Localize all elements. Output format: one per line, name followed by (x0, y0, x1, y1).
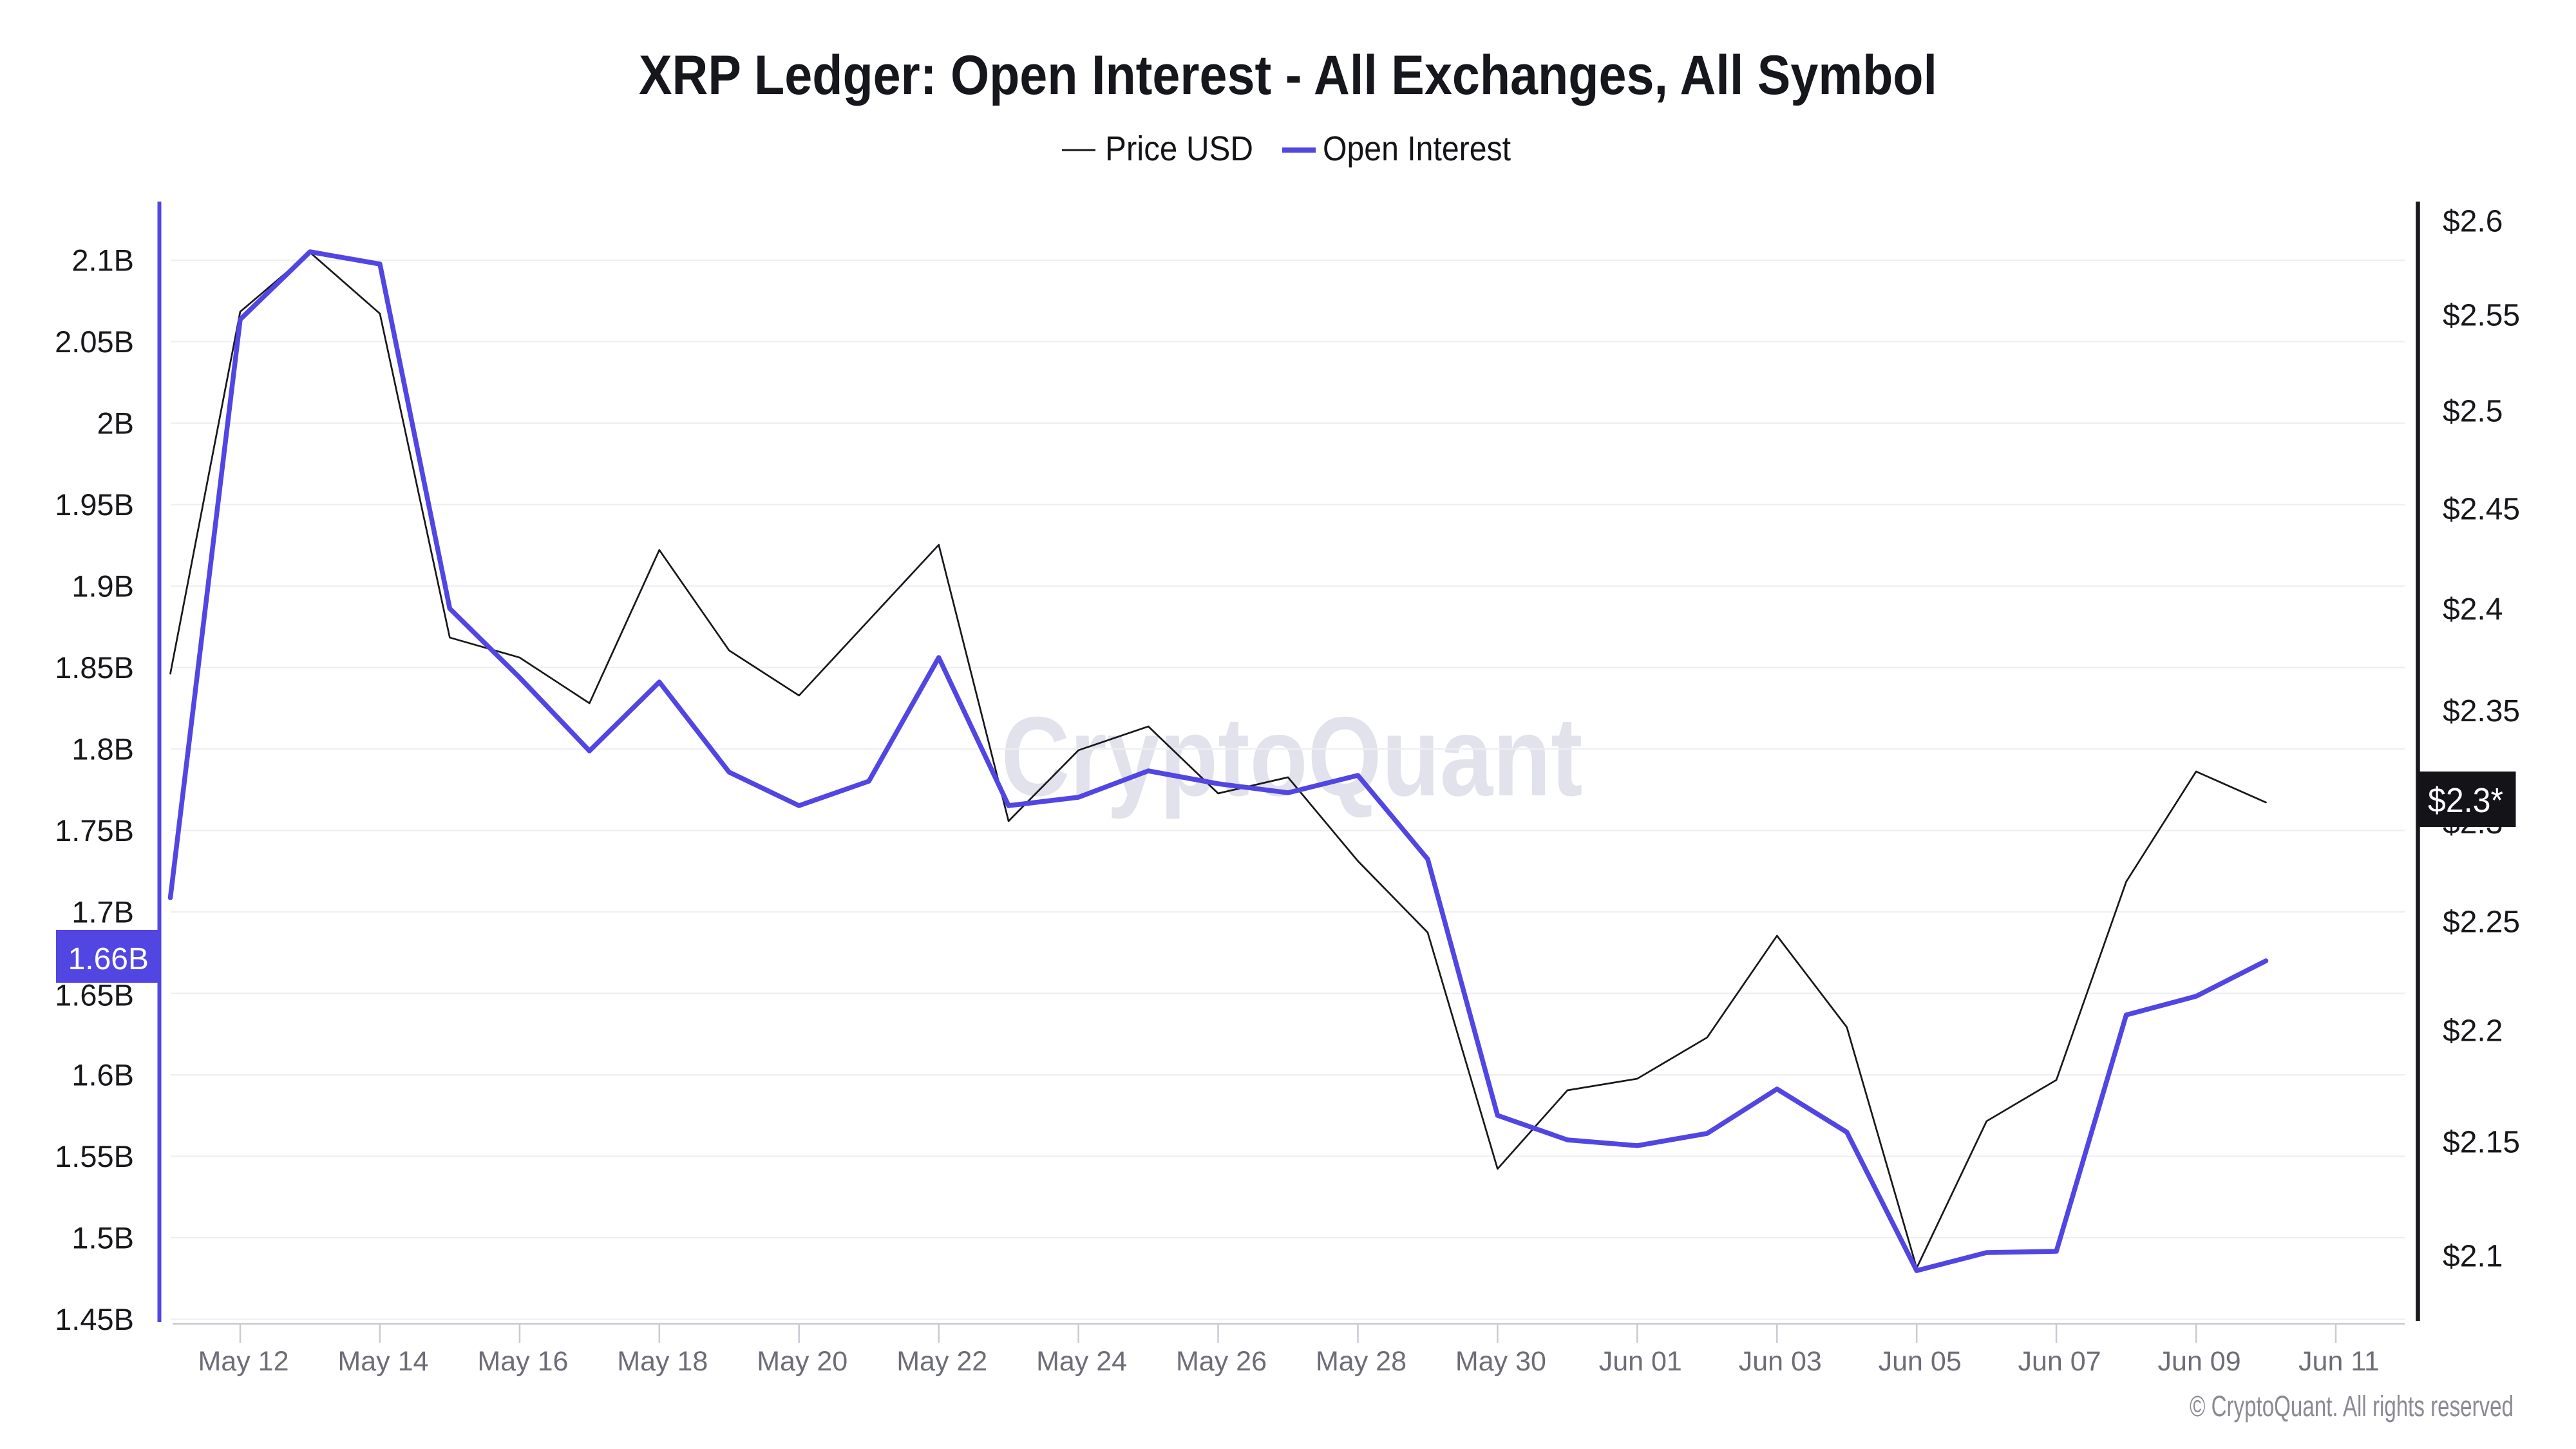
svg-text:Jun 11: Jun 11 (2298, 1346, 2380, 1377)
svg-text:CryptoQuant: CryptoQuant (1001, 694, 1583, 820)
svg-text:Open Interest: Open Interest (1323, 129, 1511, 168)
svg-text:Price USD: Price USD (1105, 129, 1253, 168)
svg-text:1.8B: 1.8B (71, 732, 134, 766)
svg-text:$2.3*: $2.3* (2428, 781, 2503, 820)
svg-text:1.45B: 1.45B (55, 1302, 134, 1336)
svg-text:1.7B: 1.7B (71, 895, 134, 929)
svg-text:May 20: May 20 (757, 1346, 848, 1377)
svg-text:May 26: May 26 (1176, 1346, 1267, 1377)
svg-text:2B: 2B (97, 406, 135, 440)
svg-text:$2.4: $2.4 (2443, 592, 2503, 627)
svg-text:$2.2: $2.2 (2443, 1014, 2503, 1048)
svg-text:Jun 07: Jun 07 (2018, 1346, 2101, 1377)
svg-text:May 30: May 30 (1455, 1346, 1546, 1377)
svg-text:$2.35: $2.35 (2443, 694, 2520, 728)
svg-text:May 22: May 22 (896, 1346, 987, 1377)
svg-text:Jun 05: Jun 05 (1879, 1346, 1962, 1377)
svg-text:May 24: May 24 (1036, 1346, 1127, 1377)
svg-text:Jun 03: Jun 03 (1739, 1346, 1822, 1377)
svg-text:1.85B: 1.85B (55, 650, 134, 685)
svg-text:May 14: May 14 (337, 1346, 428, 1377)
svg-text:XRP Ledger: Open Interest - Al: XRP Ledger: Open Interest - All Exchange… (639, 44, 1937, 106)
svg-text:2.1B: 2.1B (71, 243, 134, 278)
svg-text:1.5B: 1.5B (71, 1221, 134, 1255)
svg-text:1.66B: 1.66B (68, 942, 149, 976)
svg-text:1.95B: 1.95B (55, 488, 134, 522)
svg-text:May 16: May 16 (477, 1346, 568, 1377)
svg-text:1.65B: 1.65B (55, 978, 134, 1012)
svg-text:$2.1: $2.1 (2443, 1240, 2503, 1274)
svg-text:$2.5: $2.5 (2443, 395, 2503, 429)
svg-text:$2.45: $2.45 (2443, 493, 2520, 527)
svg-text:May 18: May 18 (617, 1346, 708, 1377)
svg-text:1.75B: 1.75B (55, 813, 134, 848)
svg-text:$2.25: $2.25 (2443, 905, 2520, 939)
svg-text:1.6B: 1.6B (71, 1058, 134, 1092)
svg-text:Jun 09: Jun 09 (2158, 1346, 2241, 1377)
svg-text:$2.6: $2.6 (2443, 205, 2503, 239)
svg-text:1.55B: 1.55B (55, 1139, 134, 1173)
svg-text:May 28: May 28 (1316, 1346, 1406, 1377)
svg-text:May 12: May 12 (198, 1346, 289, 1377)
svg-text:$2.15: $2.15 (2443, 1126, 2520, 1160)
svg-text:Jun 01: Jun 01 (1599, 1346, 1682, 1377)
svg-text:$2.55: $2.55 (2443, 299, 2520, 333)
svg-text:2.05B: 2.05B (55, 325, 134, 359)
svg-text:© CryptoQuant. All rights rese: © CryptoQuant. All rights reserved (2190, 1390, 2514, 1423)
svg-text:1.9B: 1.9B (71, 569, 134, 603)
